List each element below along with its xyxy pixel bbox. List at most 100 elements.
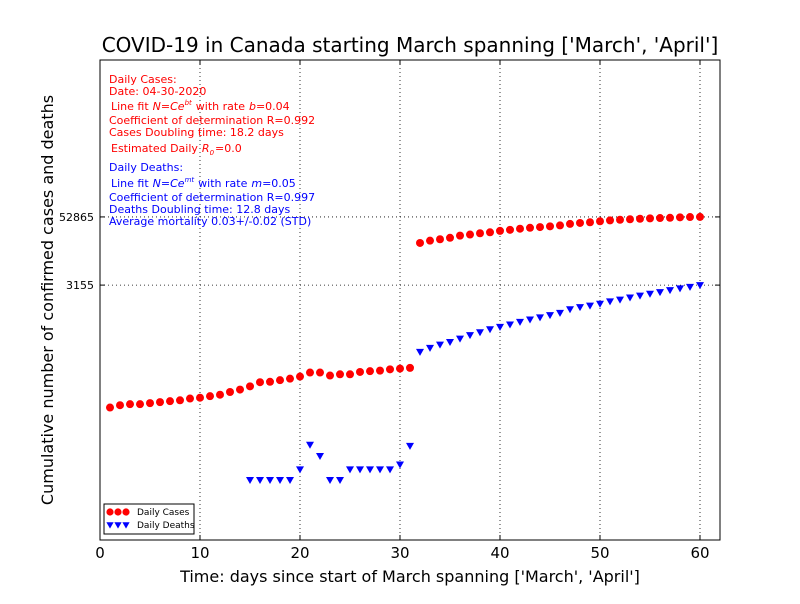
legend-marker-daily-cases: [106, 508, 114, 516]
data-point-daily-cases: [256, 378, 264, 387]
cases-fit-prefix: Line fit: [111, 100, 149, 113]
data-point-daily-cases: [326, 371, 334, 380]
data-point-daily-deaths: [466, 332, 474, 340]
data-point-daily-cases: [426, 236, 434, 245]
cases-annotation: Daily Cases: Date: 04-30-2020 Line fit N=…: [109, 73, 315, 157]
x-tick-label: 50: [590, 544, 609, 562]
data-point-daily-deaths: [526, 316, 534, 324]
deaths-annotation-doubling: Deaths Doubling time: 12.8 days: [109, 203, 290, 216]
data-point-daily-deaths: [446, 339, 454, 347]
deaths-fit-var: m: [251, 177, 262, 190]
data-point-daily-cases: [596, 217, 604, 226]
data-point-daily-cases: [606, 216, 614, 225]
data-point-daily-deaths: [346, 466, 354, 474]
data-point-daily-deaths: [666, 287, 674, 295]
legend: Daily Cases Daily Deaths: [103, 503, 195, 535]
data-point-daily-deaths: [266, 477, 274, 484]
data-point-daily-deaths: [656, 289, 664, 297]
data-point-daily-deaths: [286, 477, 294, 484]
data-point-daily-deaths: [336, 477, 344, 484]
data-point-daily-deaths: [256, 477, 264, 484]
data-point-daily-deaths: [546, 312, 554, 320]
deaths-fit-prefix: Line fit: [111, 177, 149, 190]
data-point-daily-cases: [176, 396, 184, 405]
data-point-daily-cases: [646, 214, 654, 223]
deaths-fit-exponent: mt: [185, 176, 195, 184]
data-point-daily-cases: [286, 374, 294, 383]
cases-annotation-header: Daily Cases:: [109, 73, 177, 86]
data-point-daily-cases: [546, 222, 554, 231]
cases-fit-var: b: [249, 100, 256, 113]
data-point-daily-cases: [236, 385, 244, 394]
data-point-daily-deaths: [406, 442, 414, 450]
deaths-annotation-mortality: Average mortality 0.03+/-0.02 (STD): [109, 215, 311, 228]
data-point-daily-cases: [336, 370, 344, 379]
data-point-daily-cases: [226, 388, 234, 397]
data-point-daily-cases: [146, 399, 154, 408]
legend-marker-daily-deaths: [114, 522, 122, 529]
cases-fit-mid: with rate: [196, 100, 245, 113]
data-point-daily-cases: [396, 364, 404, 373]
x-tick-label: 10: [190, 544, 209, 562]
data-point-daily-deaths: [366, 466, 374, 474]
data-point-daily-deaths: [556, 309, 564, 317]
data-point-daily-deaths: [476, 329, 484, 337]
x-tick-label: 30: [390, 544, 409, 562]
data-point-daily-cases: [526, 223, 534, 232]
y-tick-label: 3155: [66, 279, 94, 292]
data-point-daily-deaths: [646, 290, 654, 298]
cases-fit-formula: N=Ce: [153, 100, 185, 113]
cases-annotation-r: Coefficient of determination R=0.992: [109, 114, 315, 127]
data-point-daily-cases: [516, 224, 524, 233]
data-point-daily-cases: [406, 363, 414, 372]
data-point-daily-deaths: [326, 477, 334, 484]
data-point-daily-deaths: [516, 318, 524, 326]
data-point-daily-cases: [656, 214, 664, 223]
legend-marker-daily-deaths: [106, 522, 114, 529]
data-point-daily-cases: [676, 213, 684, 222]
legend-label-daily-deaths: Daily Deaths: [137, 521, 195, 531]
data-point-daily-cases: [476, 229, 484, 238]
data-point-daily-deaths: [396, 461, 404, 469]
data-point-daily-cases: [456, 231, 464, 240]
legend-label-daily-cases: Daily Cases: [137, 508, 190, 518]
data-point-daily-deaths: [506, 321, 514, 329]
data-point-daily-cases: [436, 235, 444, 244]
data-point-daily-cases: [376, 366, 384, 375]
data-point-daily-deaths: [636, 292, 644, 300]
data-point-daily-deaths: [536, 314, 544, 322]
legend-markers: [106, 508, 130, 529]
x-axis-label: Time: days since start of March spanning…: [179, 567, 640, 586]
data-point-daily-cases: [506, 225, 514, 234]
data-point-daily-cases: [576, 218, 584, 227]
data-point-daily-deaths: [566, 306, 574, 314]
data-point-daily-cases: [216, 390, 224, 399]
data-point-daily-cases: [166, 397, 174, 406]
data-point-daily-cases: [246, 382, 254, 391]
x-tick-label: 40: [490, 544, 509, 562]
legend-marker-daily-cases: [122, 508, 130, 516]
cases-fit-value: =0.04: [256, 100, 290, 113]
deaths-annotation-fit: Line fit N=Cemt with rate m=0.05: [111, 176, 296, 190]
cases-annotation-date: Date: 04-30-2020: [109, 85, 206, 98]
data-point-daily-deaths: [316, 452, 324, 460]
data-point-daily-deaths: [376, 466, 384, 474]
x-tick-label: 20: [290, 544, 309, 562]
data-point-daily-deaths: [426, 344, 434, 352]
data-point-daily-cases: [616, 215, 624, 224]
y-axis: 3155 52865: [59, 211, 720, 292]
data-point-daily-deaths: [686, 283, 694, 291]
x-tick-label: 60: [690, 544, 709, 562]
data-point-daily-deaths: [306, 441, 314, 449]
data-point-daily-cases: [636, 214, 644, 223]
plot-area: [99, 59, 721, 541]
data-point-daily-cases: [126, 400, 134, 409]
deaths-fit-mid: with rate: [198, 177, 247, 190]
y-axis-label: Cumulative number of confirmed cases and…: [38, 95, 57, 505]
data-point-daily-deaths: [456, 335, 464, 343]
x-axis: 0 10 20 30 40 50 60: [95, 60, 710, 562]
data-point-daily-deaths: [496, 323, 504, 331]
cases-annotation-doubling: Cases Doubling time: 18.2 days: [109, 126, 284, 139]
cases-annotation-r0: Estimated Daily R0=0.0: [111, 142, 242, 157]
